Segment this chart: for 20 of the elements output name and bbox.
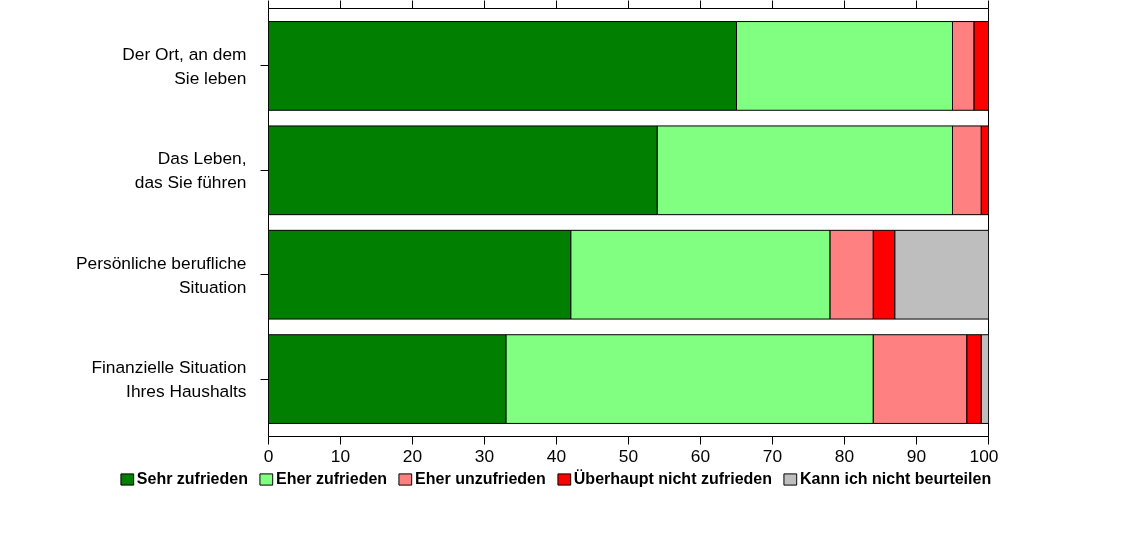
legend-label: Eher unzufrieden [415,470,546,488]
legend-label: Kann ich nicht beurteilen [800,470,992,488]
y-tick-label: Persönliche berufliche Situation [76,252,247,297]
legend-label: Eher zufrieden [275,470,388,488]
x-tick-label: 100 [969,445,999,466]
x-tick-label: 0 [263,445,274,466]
x-tick-label: 90 [906,445,927,466]
x-tick-label: 10 [330,445,351,466]
x-tick-label: 70 [762,445,783,466]
x-tick-label: 30 [474,445,495,466]
legend-label: Sehr zufrieden [136,470,248,488]
y-tick-label: Das Leben, das Sie führen [134,148,247,193]
x-tick-label: 40 [546,445,567,466]
y-tick-label: Der Ort, an dem Sie leben [122,43,247,88]
x-tick-label: 50 [618,445,639,466]
x-tick-label: 80 [834,445,855,466]
legend-label: Überhaupt nicht zufrieden [573,470,773,488]
y-tick-label: Finanzielle Situation Ihres Haushalts [91,357,247,402]
x-tick-label: 60 [690,445,711,466]
x-tick-label: 20 [402,445,423,466]
